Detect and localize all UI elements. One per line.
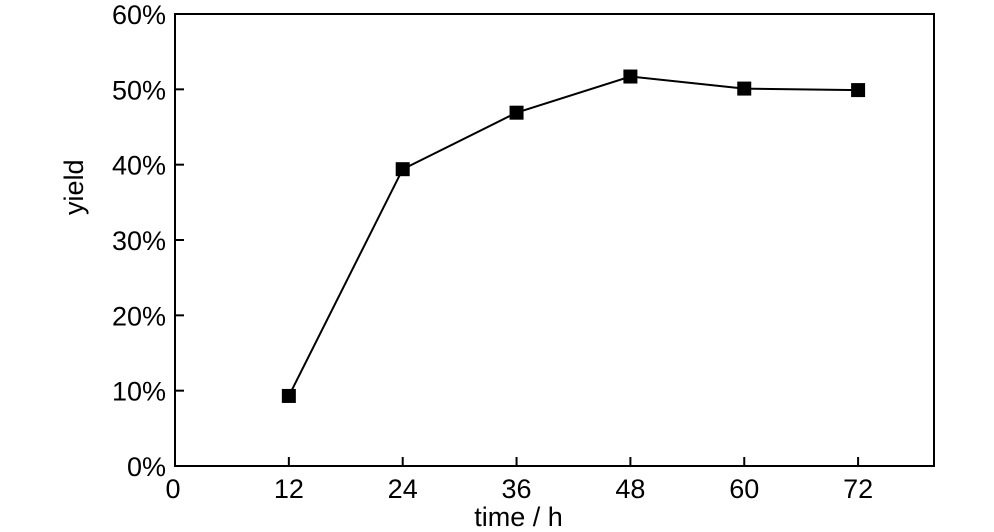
x-tick-label: 12 [274,474,304,504]
data-point-marker [623,69,638,84]
data-point-marker [281,388,296,403]
y-tick-label: 20% [112,301,166,331]
x-axis-tick-labels: 0 12 24 36 48 60 72 [165,474,873,504]
data-point-marker [737,81,752,96]
y-tick-label: 30% [112,226,166,256]
data-point-marker [395,162,410,177]
series-line [288,75,859,397]
x-tick-label: 24 [388,474,418,504]
y-tick-label: 50% [112,75,166,105]
x-axis-ticks [174,457,860,466]
y-axis-ticks [175,13,184,467]
x-tick-label: 72 [843,474,873,504]
y-axis-title: yield [59,160,89,216]
y-tick-label: 60% [112,0,166,30]
plot-frame [174,13,935,467]
y-axis-tick-labels: 0% 10% 20% 30% 40% 50% 60% [112,0,166,482]
x-tick-label: 36 [502,474,532,504]
y-tick-label: 10% [112,377,166,407]
y-tick-label: 40% [112,151,166,181]
y-tick-label: 0% [127,452,166,482]
x-tick-label: 48 [615,474,645,504]
series-layer [281,69,866,403]
x-tick-label: 60 [729,474,759,504]
data-point-marker [851,83,866,98]
x-tick-label: 0 [165,474,180,504]
x-axis-title: time / h [474,502,563,532]
data-point-marker [509,105,524,120]
